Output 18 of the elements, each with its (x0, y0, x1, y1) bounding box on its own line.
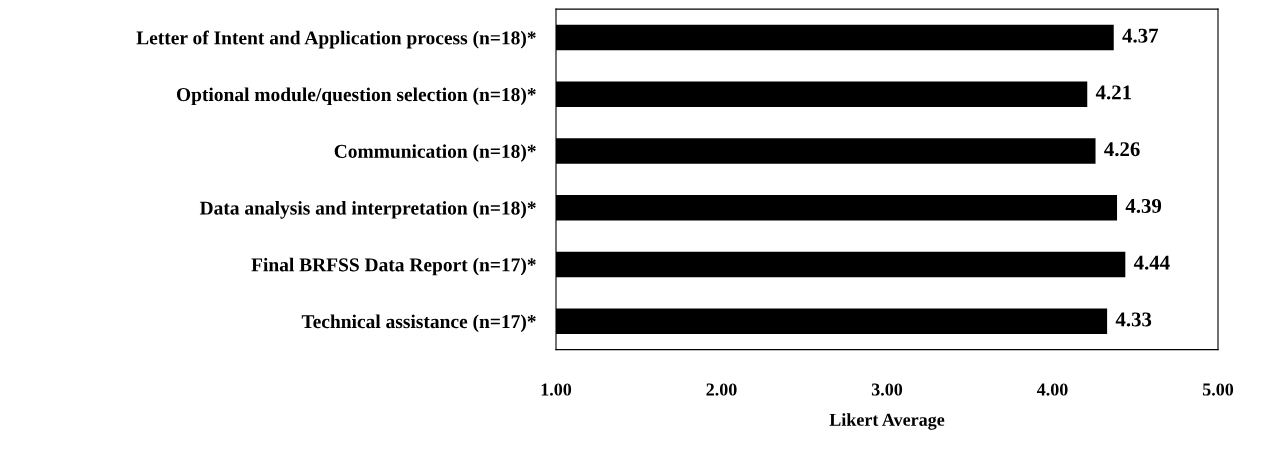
x-tick-label: 3.00 (871, 383, 903, 396)
data-label: 4.26 (1104, 142, 1140, 157)
x-axis-title: Likert Average (829, 413, 945, 430)
y-tick-label: Optional module/question selection (n=18)* (176, 87, 536, 106)
x-tick-label: 5.00 (1202, 383, 1234, 396)
data-label: 4.33 (1115, 312, 1152, 327)
x-tick-label: 1.00 (541, 383, 572, 396)
y-tick-label: Data analysis and interpretation (n=18)* (199, 200, 536, 219)
data-label: 4.44 (1133, 255, 1170, 270)
y-tick-label: Communication (n=18)* (334, 144, 536, 162)
y-tick-label: Final BRFSS Data Report (n=17)* (251, 257, 536, 276)
x-tick-label: 4.00 (1036, 383, 1068, 396)
data-label: 4.21 (1095, 85, 1131, 100)
y-tick-label: Technical assistance (n=17)* (301, 314, 536, 333)
y-tick-label: Letter of Intent and Application process (n=18)* (136, 30, 536, 49)
x-tick-label: 2.00 (706, 383, 737, 396)
data-label: 4.39 (1125, 198, 1162, 214)
data-label: 4.37 (1122, 28, 1159, 43)
